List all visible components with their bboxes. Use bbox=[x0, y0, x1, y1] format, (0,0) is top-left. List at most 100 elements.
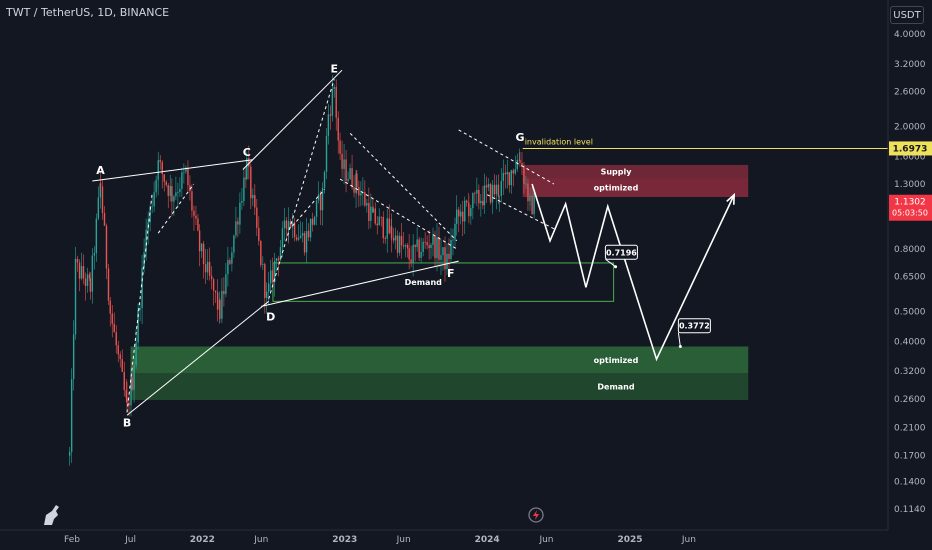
candle-body bbox=[266, 291, 268, 299]
wave-label-c: C bbox=[243, 146, 251, 159]
price-tick-label: 0.6500 bbox=[894, 273, 926, 283]
candle-body bbox=[432, 235, 434, 245]
candle-body bbox=[392, 237, 395, 241]
candle-body bbox=[167, 185, 169, 196]
candle-body bbox=[466, 200, 468, 203]
candle-body bbox=[223, 290, 225, 295]
candle-body bbox=[219, 299, 221, 319]
zone-supply-0 bbox=[522, 164, 749, 179]
candle-body bbox=[460, 211, 462, 217]
candle-body bbox=[210, 275, 213, 280]
candle-body bbox=[531, 195, 533, 215]
candle-body bbox=[376, 223, 378, 226]
lightning-icon[interactable] bbox=[528, 507, 544, 523]
candle-body bbox=[78, 262, 81, 279]
candle-body bbox=[384, 238, 386, 239]
candle-body bbox=[317, 194, 320, 201]
time-tick-label: Jun bbox=[253, 535, 268, 545]
candle-body bbox=[206, 261, 209, 273]
candle-body bbox=[498, 195, 500, 197]
trendline-dash-g2 bbox=[486, 194, 555, 230]
countdown-label: 05:03:50 bbox=[892, 209, 928, 218]
candle-body bbox=[307, 230, 310, 238]
candle-body bbox=[309, 218, 312, 238]
candle-body bbox=[315, 200, 318, 217]
candle-body bbox=[523, 166, 525, 184]
candle-body bbox=[123, 371, 125, 391]
candle-body bbox=[191, 191, 193, 211]
candle-body bbox=[396, 235, 399, 253]
candle-body bbox=[161, 162, 163, 175]
candle-body bbox=[382, 217, 384, 239]
zone-optimized-3 bbox=[130, 346, 749, 374]
price-tick-label: 0.1140 bbox=[894, 505, 926, 515]
candle-body bbox=[434, 235, 436, 259]
candle-body bbox=[493, 184, 496, 195]
wave-label-f: F bbox=[447, 267, 455, 280]
candle-body bbox=[497, 184, 500, 197]
target-pointer-1 bbox=[677, 332, 681, 347]
candle-body bbox=[169, 186, 171, 196]
candle-body bbox=[470, 208, 472, 217]
candle-body bbox=[252, 195, 254, 199]
candle-body bbox=[424, 241, 426, 243]
candle-body bbox=[274, 260, 276, 283]
price-tick-label: 0.3200 bbox=[894, 367, 926, 377]
candle-body bbox=[187, 167, 189, 186]
time-axis[interactable]: Feb Jul 2022 Jun 2023 Jun 2024 Jun 2025 Jun bbox=[64, 535, 696, 545]
candle-body bbox=[214, 290, 217, 293]
candle-body bbox=[364, 192, 366, 206]
zone-label-4: Demand bbox=[597, 383, 634, 392]
candle-body bbox=[485, 185, 488, 188]
candle-body bbox=[179, 188, 181, 192]
candle-body bbox=[480, 200, 482, 204]
candle-body bbox=[287, 221, 290, 231]
candle-body bbox=[115, 332, 117, 346]
candle-body bbox=[339, 140, 341, 154]
candle-body bbox=[458, 209, 460, 217]
tradingview-logo[interactable] bbox=[44, 505, 59, 525]
candle-body bbox=[337, 117, 339, 141]
candle-body bbox=[229, 260, 231, 264]
candle-body bbox=[311, 218, 314, 225]
candle-body bbox=[527, 183, 529, 202]
target-dot-1 bbox=[678, 345, 682, 349]
candle-body bbox=[502, 172, 504, 181]
candle-body bbox=[500, 180, 502, 196]
candle-body bbox=[512, 170, 514, 174]
wave-label-b: B bbox=[123, 416, 131, 429]
candle-body bbox=[103, 213, 106, 226]
price-tick-label: 0.1700 bbox=[894, 452, 926, 462]
trendline-a-c bbox=[92, 159, 253, 182]
currency-badge[interactable]: USDT bbox=[890, 6, 924, 24]
candle-body bbox=[289, 221, 292, 228]
candle-body bbox=[111, 313, 113, 324]
invalidation-price-label: 1.6973 bbox=[893, 144, 928, 154]
time-tick-label: Jul bbox=[124, 535, 136, 545]
candle-body bbox=[301, 233, 304, 236]
candle-body bbox=[333, 86, 335, 89]
candle-body bbox=[200, 243, 203, 252]
candle-body bbox=[521, 162, 523, 167]
candle-body bbox=[165, 181, 167, 186]
candle-body bbox=[175, 192, 177, 197]
candle-body bbox=[358, 186, 360, 196]
candle-body bbox=[237, 221, 239, 225]
candle-body bbox=[193, 210, 195, 216]
candle-body bbox=[394, 235, 397, 241]
candle-body bbox=[76, 258, 79, 263]
candle-body bbox=[319, 194, 322, 211]
candle-body bbox=[491, 184, 494, 203]
candle-body bbox=[119, 354, 121, 360]
labels-layer: A B C D E F G bbox=[96, 62, 524, 429]
candle-body bbox=[351, 168, 353, 188]
candle-body bbox=[293, 222, 296, 238]
candle-body bbox=[235, 221, 237, 236]
candle-body bbox=[128, 402, 130, 406]
price-axis[interactable]: 4.0000 3.2000 2.6000 2.0000 1.6000 1.3000 0.80… bbox=[889, 30, 932, 515]
projection-arrowhead bbox=[726, 192, 736, 205]
candle-body bbox=[472, 193, 474, 209]
candle-body bbox=[468, 204, 470, 217]
candle-body bbox=[402, 245, 405, 247]
